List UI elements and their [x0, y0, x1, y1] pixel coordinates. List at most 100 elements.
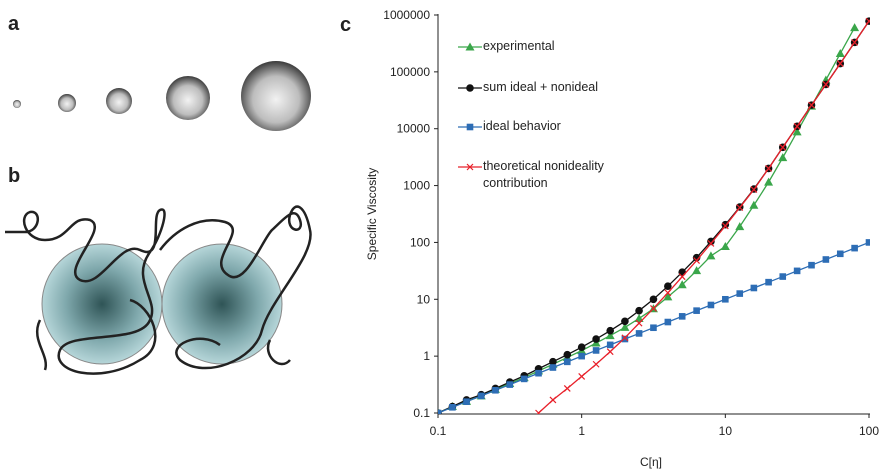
marker: [779, 143, 787, 151]
marker: [736, 290, 744, 297]
marker: [836, 60, 844, 67]
marker: [592, 335, 600, 343]
marker: [735, 222, 745, 231]
marker: [778, 153, 788, 162]
marker: [765, 278, 772, 286]
y-tick-label: 10: [417, 292, 431, 306]
legend-marker: [466, 84, 474, 92]
marker: [650, 305, 657, 312]
marker: [750, 186, 758, 194]
marker: [606, 341, 614, 349]
marker: [549, 357, 557, 366]
marker: [606, 326, 615, 335]
legend-marker: [466, 123, 474, 131]
marker: [650, 324, 657, 332]
marker: [779, 273, 787, 280]
marker: [692, 253, 701, 262]
marker: [721, 222, 729, 230]
marker: [736, 204, 744, 212]
marker: [749, 200, 759, 209]
marker: [492, 386, 499, 394]
marker: [865, 17, 870, 25]
marker: [438, 409, 442, 414]
legend-label: experimental: [483, 39, 555, 53]
marker: [764, 177, 774, 186]
marker: [664, 318, 672, 326]
marker: [535, 409, 542, 414]
legend-label: sum ideal + nonideal: [483, 80, 599, 94]
legend-label: theoretical nonideality contribution: [483, 159, 604, 190]
marker: [549, 364, 557, 371]
polymer-illustration: [5, 205, 312, 375]
marker: [707, 237, 715, 246]
marker: [706, 251, 716, 260]
marker: [792, 127, 802, 136]
marker: [765, 165, 773, 172]
marker: [563, 350, 572, 359]
marker: [678, 313, 686, 320]
marker: [621, 317, 629, 326]
marker: [808, 261, 815, 269]
marker: [722, 295, 729, 303]
y-tick-label: 1000: [403, 179, 430, 193]
marker: [605, 331, 615, 340]
x-tick-label: 10: [719, 424, 733, 438]
marker: [635, 319, 643, 327]
marker: [663, 292, 673, 301]
marker: [563, 385, 571, 392]
x-tick-label: 1: [578, 424, 585, 438]
panel-label: a: [8, 13, 20, 35]
marker: [793, 122, 801, 130]
marker: [620, 322, 630, 331]
marker: [836, 250, 844, 258]
y-tick-label: 0.1: [413, 406, 430, 420]
marker: [865, 239, 870, 246]
marker: [793, 267, 801, 275]
marker: [693, 307, 700, 314]
marker: [535, 369, 542, 377]
x-tick-label: 0.1: [430, 424, 447, 438]
legend-marker: [466, 163, 474, 171]
marker: [649, 295, 658, 304]
marker: [577, 343, 586, 351]
marker: [635, 330, 643, 337]
x-tick-label: 100: [859, 424, 879, 438]
marker: [851, 38, 859, 46]
marker: [664, 289, 672, 297]
marker: [621, 334, 629, 342]
x-axis-label: C[η]: [640, 455, 662, 469]
marker: [635, 306, 643, 315]
marker: [850, 23, 860, 32]
marker: [707, 240, 715, 247]
marker: [808, 101, 815, 109]
marker: [449, 403, 456, 411]
legend-label: ideal behavior: [483, 119, 561, 133]
marker: [606, 348, 614, 356]
y-axis-label: Specific Viscosity: [365, 168, 379, 260]
marker: [506, 381, 514, 388]
marker: [592, 347, 600, 354]
marker: [549, 396, 557, 404]
marker: [693, 257, 701, 264]
marker: [477, 392, 485, 400]
y-tick-label: 1: [423, 349, 430, 363]
marker: [621, 335, 629, 343]
marker: [692, 266, 702, 275]
spheres-illustration: [13, 61, 311, 131]
marker: [563, 358, 571, 366]
marker: [822, 81, 830, 88]
marker: [678, 273, 686, 281]
y-tick-label: 100: [410, 235, 430, 249]
marker: [822, 256, 830, 263]
marker: [835, 49, 845, 58]
marker: [707, 301, 715, 309]
y-tick-label: 100000: [390, 65, 430, 79]
panel-label: b: [8, 165, 20, 187]
marker: [578, 352, 585, 360]
marker: [851, 244, 858, 252]
marker: [578, 372, 586, 380]
marker: [592, 360, 600, 368]
panel-label: c: [340, 14, 351, 36]
